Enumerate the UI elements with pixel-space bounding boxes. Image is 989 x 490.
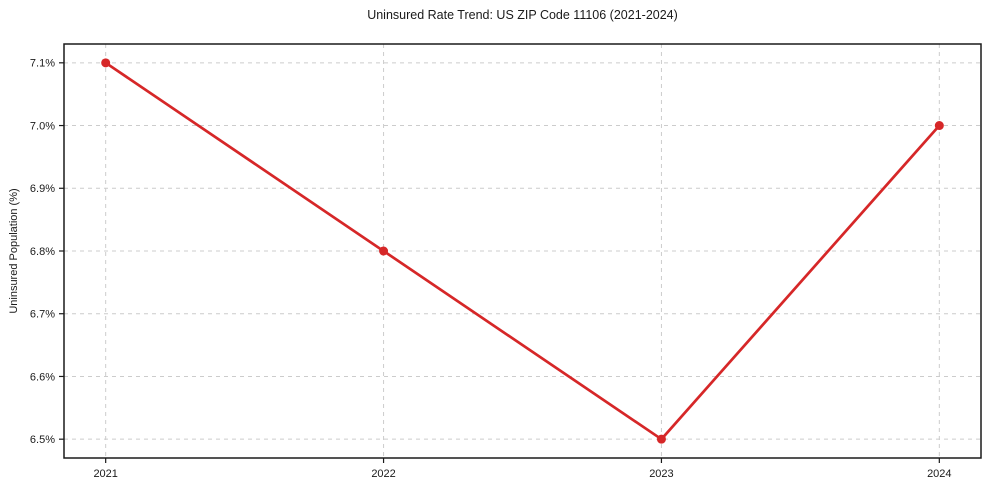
- data-line: [104, 61, 941, 441]
- data-point: [934, 121, 944, 131]
- data-point: [656, 434, 666, 444]
- x-tick-label: 2021: [93, 468, 117, 480]
- data-point: [101, 58, 111, 68]
- y-tick-label: 6.6%: [30, 371, 55, 383]
- y-tick-label: 7.1%: [30, 58, 55, 70]
- x-tick-label: 2024: [927, 468, 951, 480]
- y-tick-label: 6.7%: [30, 309, 55, 321]
- x-tick-label: 2022: [371, 468, 395, 480]
- data-point: [379, 246, 389, 256]
- chart-title: Uninsured Rate Trend: US ZIP Code 11106 …: [367, 8, 678, 22]
- y-tick-label: 6.5%: [30, 434, 55, 446]
- y-tick-label: 6.8%: [30, 246, 55, 258]
- y-tick-label: 6.9%: [30, 183, 55, 195]
- y-tick-label: 7.0%: [30, 120, 55, 132]
- x-tick-label: 2023: [649, 468, 673, 480]
- axes-border: [63, 43, 982, 459]
